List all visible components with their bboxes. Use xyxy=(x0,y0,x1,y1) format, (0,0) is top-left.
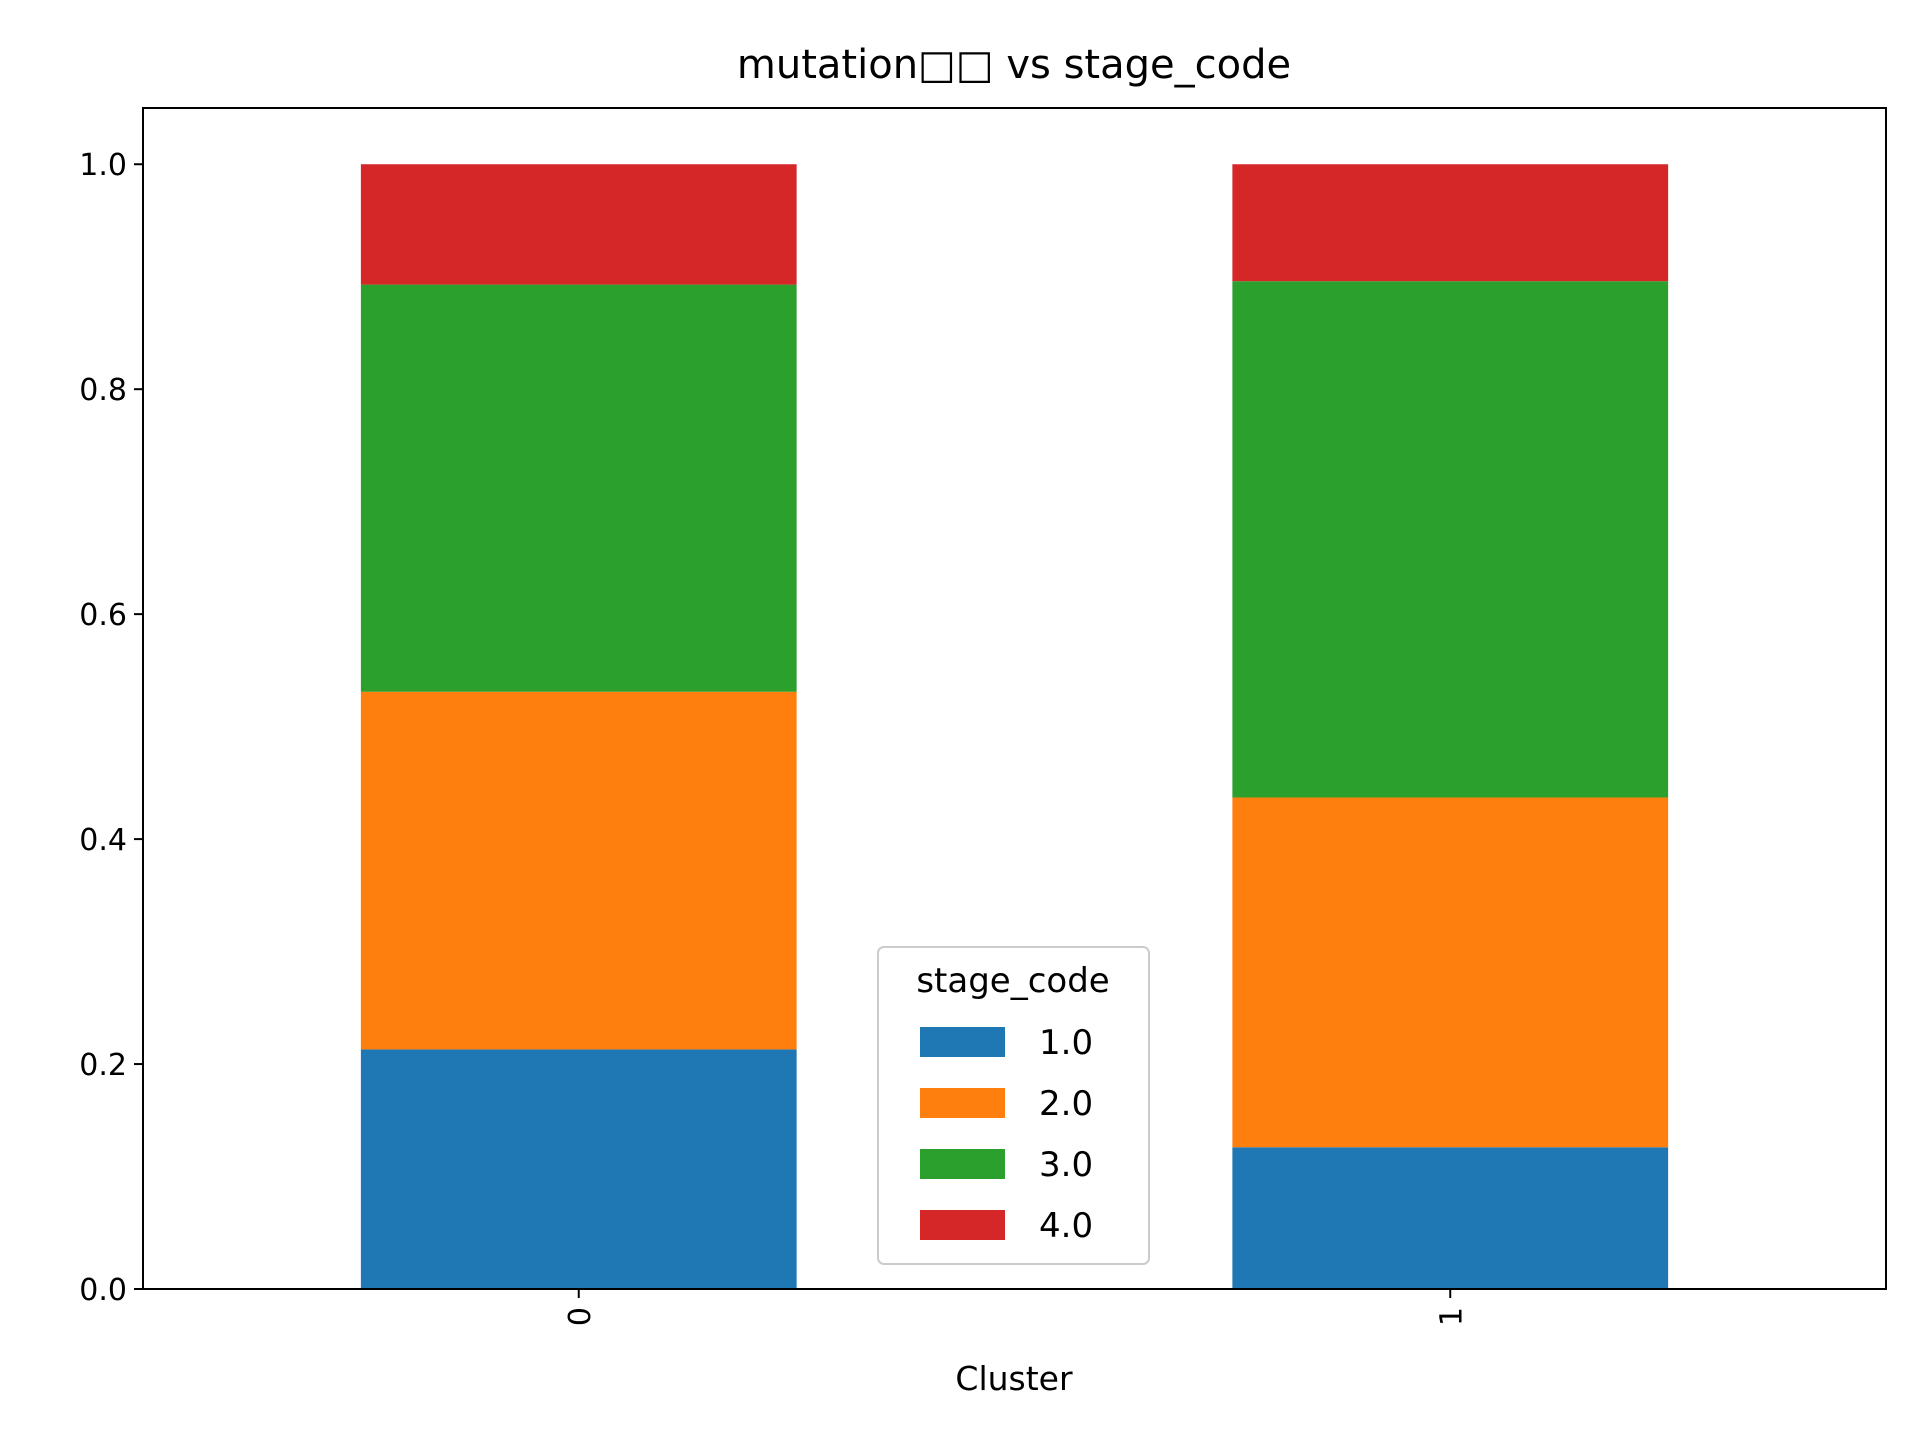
x-axis-label: Cluster xyxy=(955,1359,1073,1398)
chart-title: mutation□□ vs stage_code xyxy=(737,42,1291,88)
x-tick-label-1: 1 xyxy=(1434,1307,1469,1326)
y-tick-label: 0.6 xyxy=(79,598,127,633)
legend-swatch-2.0 xyxy=(920,1088,1005,1118)
legend-label-2.0: 2.0 xyxy=(1039,1084,1093,1124)
y-tick-label: 0.2 xyxy=(79,1048,127,1083)
legend: stage_code 1.0 2.0 3.0 4.0 xyxy=(877,946,1150,1265)
plot-frame xyxy=(142,107,1887,1290)
y-axis-ticks: 0.0 0.2 0.4 0.6 0.8 1.0 xyxy=(79,148,143,1308)
bar-cluster-1-stage-2.0 xyxy=(1232,797,1669,1148)
legend-label-4.0: 4.0 xyxy=(1039,1206,1093,1246)
legend-box xyxy=(877,946,1150,1265)
bar-cluster-0-stage-1.0 xyxy=(360,1049,797,1289)
y-tick-label: 0.4 xyxy=(79,823,127,858)
legend-swatch-3.0 xyxy=(920,1149,1005,1179)
legend-swatch-4.0 xyxy=(920,1210,1005,1240)
legend-label-1.0: 1.0 xyxy=(1039,1023,1093,1063)
y-tick-label: 0.8 xyxy=(79,373,127,408)
legend-swatch-1.0 xyxy=(920,1027,1005,1057)
legend-title: stage_code xyxy=(916,961,1109,1001)
x-tick-label-0: 0 xyxy=(563,1307,598,1326)
bar-cluster-0-stage-3.0 xyxy=(360,284,797,692)
legend-entries: 1.0 2.0 3.0 4.0 xyxy=(920,1023,1093,1246)
legend-label-3.0: 3.0 xyxy=(1039,1145,1093,1185)
y-tick-label: 0.0 xyxy=(79,1273,127,1308)
bar-cluster-1-stage-4.0 xyxy=(1232,164,1669,282)
bar-cluster-1-stage-1.0 xyxy=(1232,1147,1669,1289)
bar-cluster-0-stage-4.0 xyxy=(360,164,797,285)
bar-cluster-0-stage-2.0 xyxy=(360,691,797,1050)
bar-segments xyxy=(360,164,1669,1289)
bar-cluster-1-stage-3.0 xyxy=(1232,281,1669,798)
y-tick-label: 1.0 xyxy=(79,148,127,183)
